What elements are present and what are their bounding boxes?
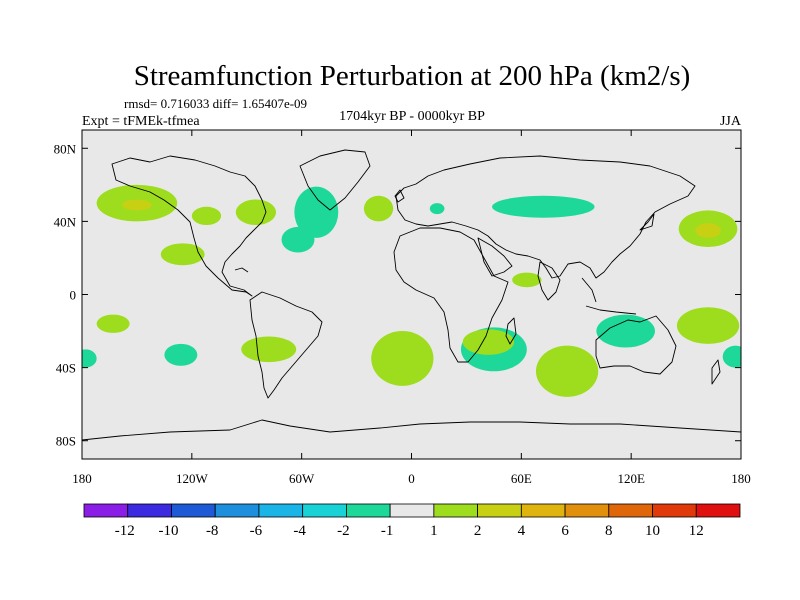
- field-anomaly-22: [596, 314, 655, 348]
- y-tick-label-1: 40N: [54, 214, 77, 229]
- field-anomaly-15: [164, 343, 198, 366]
- field-anomaly-2: [160, 243, 205, 266]
- field-anomaly-12: [512, 272, 542, 288]
- field-anomaly-20: [462, 329, 515, 355]
- x-tick-label-3: 0: [408, 471, 415, 486]
- colorbar-label-11: 8: [605, 523, 613, 539]
- field-anomaly-1: [122, 199, 152, 211]
- colorbar-swatch-13: [652, 503, 697, 518]
- colorbar-swatch-3: [214, 503, 260, 518]
- field-anomaly-4: [235, 199, 277, 226]
- colorbar-label-1: -10: [158, 523, 178, 539]
- field-anomaly-9: [492, 195, 595, 218]
- colorbar-label-7: 1: [430, 523, 438, 539]
- field-anomaly-5: [294, 186, 339, 238]
- colorbar-label-8: 2: [474, 523, 482, 539]
- period-text: 1704kyr BP - 0000kyr BP: [339, 109, 485, 124]
- expt-text: Expt = tFMEk-tfmea: [82, 114, 200, 129]
- y-tick-label-0: 80N: [54, 141, 77, 156]
- y-tick-label-2: 0: [70, 288, 77, 303]
- stats-text: rmsd= 0.716033 diff= 1.65407e-09: [124, 96, 307, 111]
- field-anomaly-21: [535, 345, 599, 397]
- x-tick-label-0: 180: [72, 471, 92, 486]
- field-anomaly-14: [82, 349, 97, 368]
- axes: 180 120W 60W 0 60E 120E 180 80N 40N 0 40S 80S: [54, 130, 751, 486]
- field-anomaly-7: [363, 195, 394, 222]
- coastlines: [82, 149, 741, 441]
- field-anomaly-16: [241, 336, 297, 363]
- colorbar-label-9: 4: [518, 523, 526, 539]
- map-plot-area: [81, 129, 742, 460]
- colorbar-label-2: -8: [206, 523, 219, 539]
- colorbar-swatch-6: [345, 503, 391, 518]
- colorbar: -12 -10 -8 -6 -4 -2 -1 1 2 4 6 8 10 12: [83, 503, 741, 539]
- field-anomaly-3: [191, 206, 222, 226]
- field-anomaly-13: [96, 314, 130, 333]
- colorbar-swatch-4: [258, 503, 304, 518]
- colorbar-swatch-0: [83, 503, 129, 518]
- colorbar-label-13: 12: [689, 523, 704, 539]
- x-tick-label-6: 180: [731, 471, 751, 486]
- colorbar-swatch-7: [389, 503, 435, 518]
- map-background: [82, 130, 741, 459]
- field-layer: [82, 184, 741, 397]
- colorbar-swatch-8: [433, 503, 479, 518]
- colorbar-label-6: -1: [381, 523, 394, 539]
- field-anomaly-17: [371, 331, 434, 386]
- field-anomaly-11: [695, 223, 721, 238]
- colorbar-swatch-12: [608, 503, 653, 518]
- colorbar-label-10: 6: [561, 523, 569, 539]
- colorbar-label-3: -6: [250, 523, 263, 539]
- colorbar-swatch-14: [695, 503, 741, 518]
- colorbar-label-4: -4: [293, 523, 306, 539]
- field-anomaly-23: [676, 307, 740, 344]
- colorbar-label-12: 10: [645, 523, 660, 539]
- colorbar-swatch-11: [564, 503, 610, 518]
- colorbar-swatch-10: [520, 503, 566, 518]
- colorbar-swatch-2: [171, 503, 216, 518]
- x-tick-label-1: 120W: [176, 471, 209, 486]
- colorbar-label-0: -12: [115, 523, 135, 539]
- y-tick-label-3: 40S: [56, 361, 76, 376]
- x-tick-label-2: 60W: [289, 471, 315, 486]
- field-anomaly-6: [281, 226, 315, 253]
- season-text: JJA: [720, 114, 742, 129]
- x-tick-label-5: 120E: [617, 471, 645, 486]
- colorbar-swatch-9: [477, 503, 522, 518]
- x-tick-label-4: 60E: [511, 471, 532, 486]
- field-anomaly-24: [722, 345, 741, 368]
- colorbar-swatch-5: [302, 503, 347, 518]
- colorbar-swatch-1: [127, 503, 172, 518]
- field-anomaly-8: [429, 203, 445, 215]
- y-tick-label-4: 80S: [56, 434, 76, 449]
- chart-title: Streamfunction Perturbation at 200 hPa (…: [134, 60, 691, 92]
- colorbar-label-5: -2: [337, 523, 350, 539]
